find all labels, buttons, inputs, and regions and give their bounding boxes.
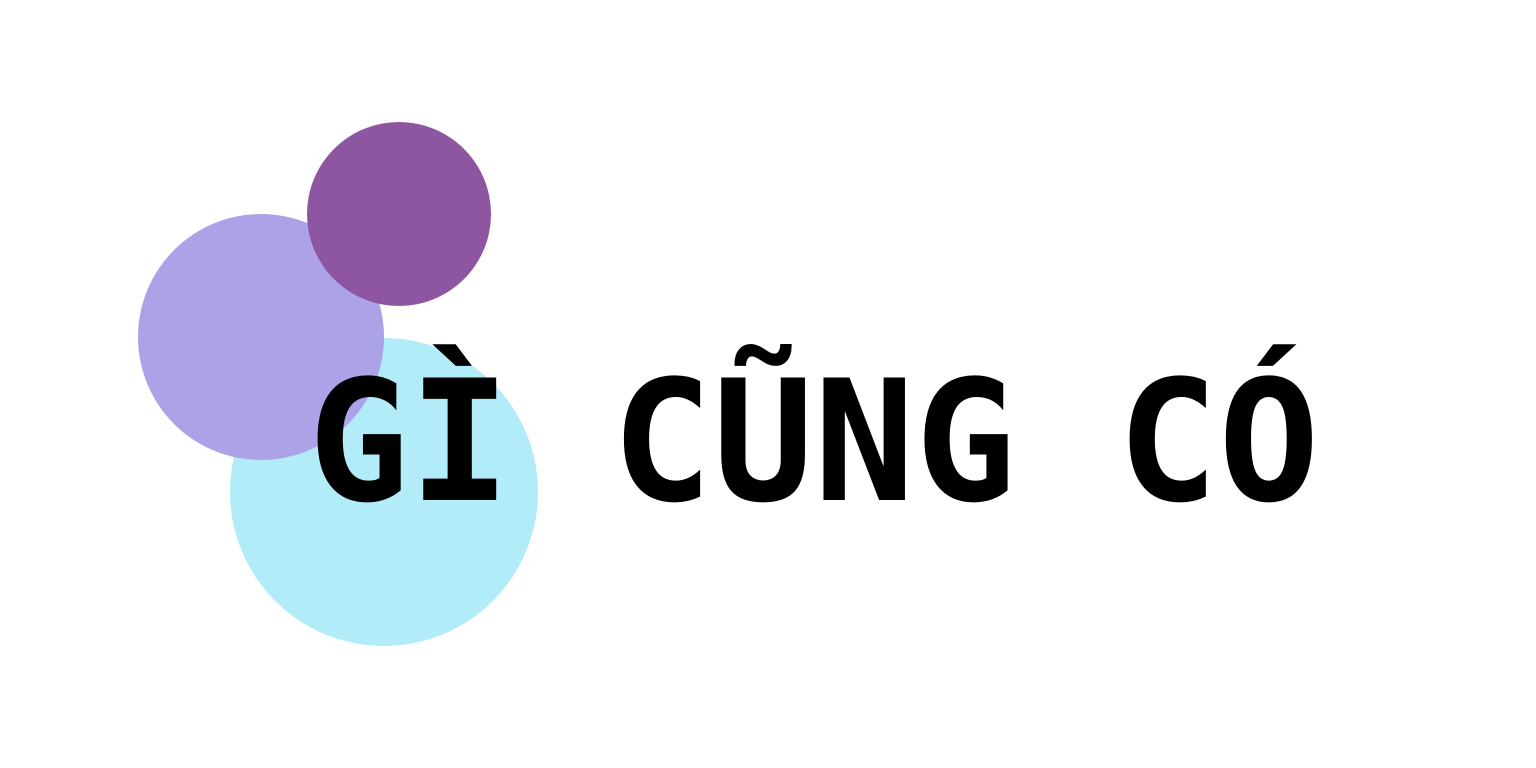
purple-circle-shape (307, 122, 491, 306)
logo-wordmark: GÌ CŨNG CÓ (308, 352, 1319, 532)
